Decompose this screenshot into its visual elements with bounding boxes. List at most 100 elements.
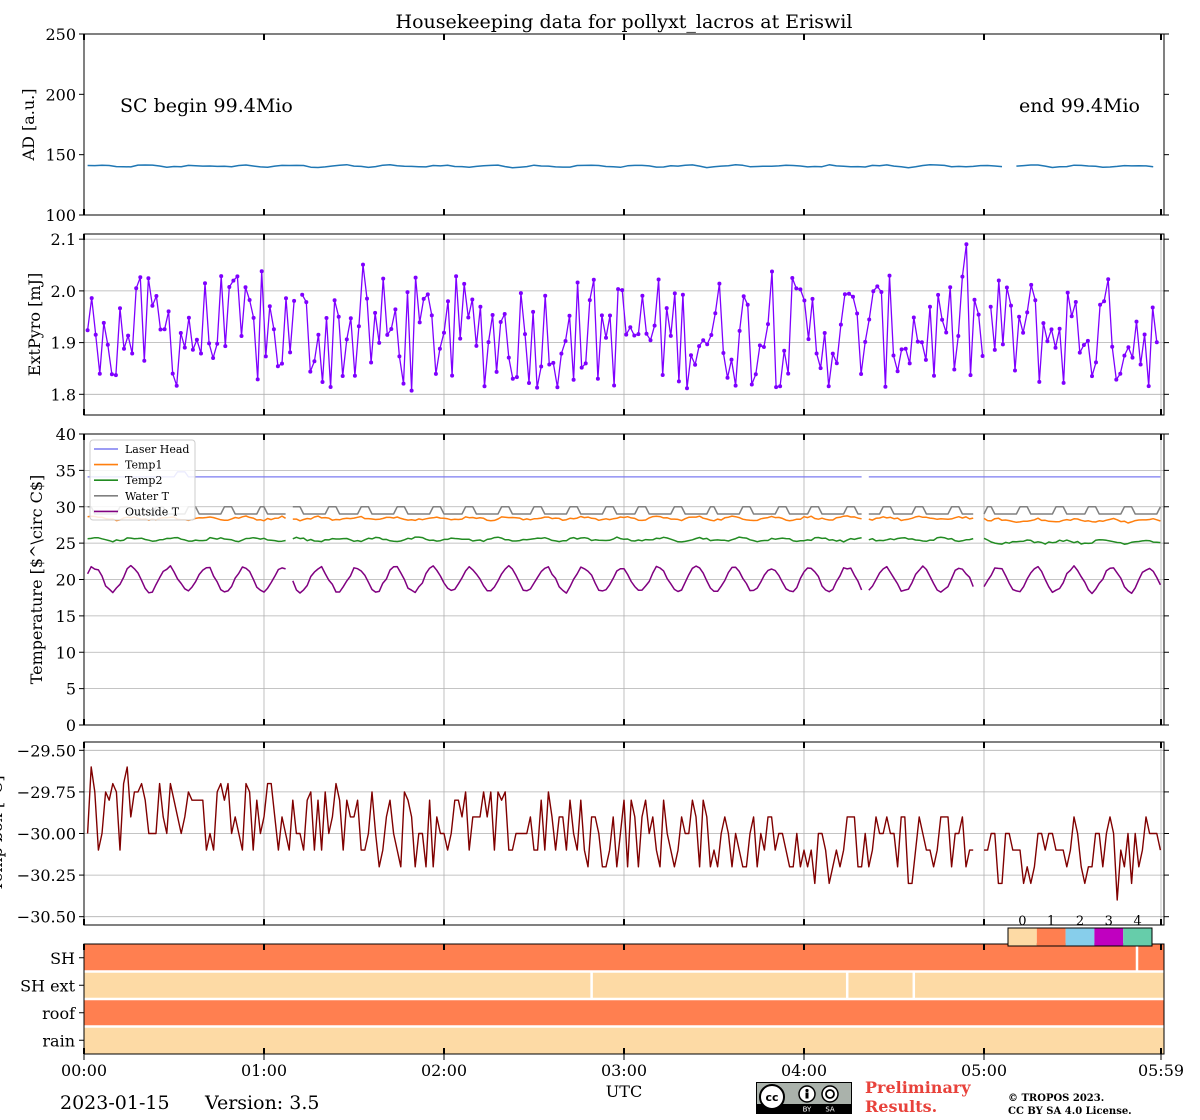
- status-panel: SH SH ext roof rain: [20, 943, 1165, 1055]
- time-tick-label: 04:00: [781, 1061, 827, 1080]
- outside-t-line: [292, 564, 863, 594]
- colorbar-swatch-3: [1094, 928, 1124, 946]
- temp-legend-label: Temp1: [125, 459, 162, 472]
- status-row-sh-ext: [84, 971, 1164, 999]
- ad-ylabel: AD [a.u.]: [19, 89, 38, 162]
- temp-box-line: [984, 816, 1162, 901]
- sc-end-annotation: end 99.4Mio: [1019, 95, 1140, 117]
- svg-text:cc: cc: [765, 1091, 778, 1104]
- status-row-roof: [84, 999, 1164, 1027]
- temp-ytick-label: 40: [56, 425, 76, 444]
- colorbar-frame: [1007, 927, 1153, 947]
- temp-box-line: [86, 766, 974, 885]
- temp-legend-label: Water T: [125, 490, 170, 503]
- box-ytick-label: −30.00: [17, 825, 76, 844]
- temp2-line: [87, 536, 286, 543]
- box-ytick-label: −29.50: [17, 741, 76, 760]
- temp1-line: [868, 515, 974, 522]
- colorbar-swatch-2: [1065, 928, 1095, 946]
- water-t-line: [868, 506, 974, 515]
- status-row-label: rain: [42, 1031, 75, 1050]
- temp-ytick-label: 5: [66, 680, 76, 699]
- temp-ytick-label: 30: [56, 498, 76, 517]
- extpyro-panel: 1.8 1.9 2.0 2.1 ExtPyro [mJ]: [25, 230, 1169, 416]
- laser-head-line: [87, 471, 862, 478]
- outside-t-line: [983, 565, 1162, 595]
- pyro-line: [990, 278, 1158, 387]
- time-tick-label: 05:00: [961, 1061, 1007, 1080]
- time-axis-label: UTC: [606, 1082, 642, 1101]
- colorbar-label-3: 3: [1105, 914, 1113, 929]
- temperature-panel: 0 5 10 15 20 25 30 35 40 Temperature [$^\circ C$]…: [27, 425, 1169, 735]
- preliminary-results-note: Preliminary Results.: [865, 1078, 971, 1116]
- time-tick-label: 00:00: [61, 1061, 107, 1080]
- figure-title: Housekeeping data for pollyxt_lacros at …: [396, 11, 853, 33]
- pyro-ytick-label: 2.1: [51, 230, 76, 249]
- cc-license-badge: cc BY SA: [756, 1082, 852, 1114]
- temp-ytick-label: 20: [56, 571, 76, 590]
- temp-ytick-label: 15: [56, 607, 76, 626]
- temp-ytick-label: 25: [56, 534, 76, 553]
- colorbar-label-1: 1: [1047, 914, 1055, 929]
- temp-legend-label: Outside T: [125, 505, 180, 518]
- pyro-ytick-label: 2.0: [51, 282, 76, 301]
- time-tick-label: 03:00: [601, 1061, 647, 1080]
- colorbar-label-0: 0: [1018, 914, 1026, 929]
- preliminary-line-1: Preliminary: [865, 1078, 971, 1097]
- temp-ytick-label: 0: [66, 716, 76, 735]
- temp-ytick-label: 35: [56, 461, 76, 480]
- temp-ytick-label: 10: [56, 643, 76, 662]
- temp-legend: Laser Head Temp1 Temp2 Water T Outside T: [89, 439, 196, 521]
- pyro-ytick-label: 1.8: [51, 385, 76, 404]
- pyro-ylabel: ExtPyro [mJ]: [25, 273, 44, 376]
- temp1-line: [983, 517, 1161, 524]
- water-t-line: [292, 506, 862, 515]
- svg-text:BY: BY: [803, 1106, 812, 1114]
- temp-legend-box: [89, 439, 196, 521]
- temp1-line: [292, 515, 862, 522]
- ad-line: [87, 163, 1003, 169]
- ad-frame: [83, 33, 1165, 216]
- sc-begin-annotation: SC begin 99.4Mio: [120, 95, 293, 117]
- colorbar-label-4: 4: [1133, 914, 1141, 929]
- colorbar-label-2: 2: [1076, 914, 1084, 929]
- temp2-line: [868, 536, 974, 543]
- ad-panel: 100 150 200 250 AD [a.u.] SC begin 99.4Mio end…: [19, 25, 1169, 225]
- ad-ytick-label: 200: [45, 85, 76, 104]
- colorbar-swatch-0: [1008, 928, 1037, 946]
- temp-ylabel: Temperature [$^\circ C$]: [27, 475, 46, 685]
- copyright-note: © TROPOS 2023. CC BY SA 4.0 License.: [1008, 1092, 1132, 1118]
- temp2-line: [983, 537, 1161, 545]
- temp2-line: [292, 536, 862, 543]
- ad-ytick-label: 100: [45, 206, 76, 225]
- box-ytick-label: −30.50: [17, 908, 76, 927]
- pyro-line: [86, 270, 295, 387]
- colorbar-swatch-4: [1123, 928, 1152, 946]
- ad-ytick-label: 150: [45, 146, 76, 165]
- preliminary-line-2: Results.: [865, 1097, 938, 1116]
- copyright-line-1: © TROPOS 2023.: [1008, 1093, 1105, 1104]
- ad-ytick-label: 250: [45, 25, 76, 44]
- status-row-label: SH ext: [20, 976, 75, 995]
- box-ylabel: Temp box [°C]: [0, 775, 6, 891]
- time-tick-label: 01:00: [241, 1061, 287, 1080]
- version-label: Version: 3.5: [205, 1092, 320, 1114]
- time-axis: 00:00 01:00 02:00 03:00 04:00 05:00 05:59 UTC: [61, 1054, 1184, 1101]
- box-ytick-label: −30.25: [17, 866, 76, 885]
- status-colorbar: 0 1 2 3 4: [1007, 914, 1153, 947]
- box-ytick-label: −29.75: [17, 783, 76, 802]
- ad-line: [1016, 164, 1154, 169]
- temp-legend-label: Temp2: [125, 474, 162, 487]
- outside-t-line: [86, 564, 286, 594]
- pyro-ytick-label: 1.9: [51, 334, 76, 353]
- temp-box-panel: −29.50 −29.75 −30.00 −30.25 −30.50 Temp box […: [0, 741, 1169, 927]
- svg-text:SA: SA: [825, 1106, 835, 1114]
- outside-t-line: [868, 565, 974, 593]
- pyro-line: [301, 243, 984, 392]
- time-tick-label: 02:00: [421, 1061, 467, 1080]
- water-t-line: [983, 506, 1162, 515]
- date-label: 2023-01-15: [60, 1092, 170, 1114]
- temp-legend-label: Laser Head: [125, 443, 189, 456]
- copyright-line-2: CC BY SA 4.0 License.: [1008, 1106, 1132, 1117]
